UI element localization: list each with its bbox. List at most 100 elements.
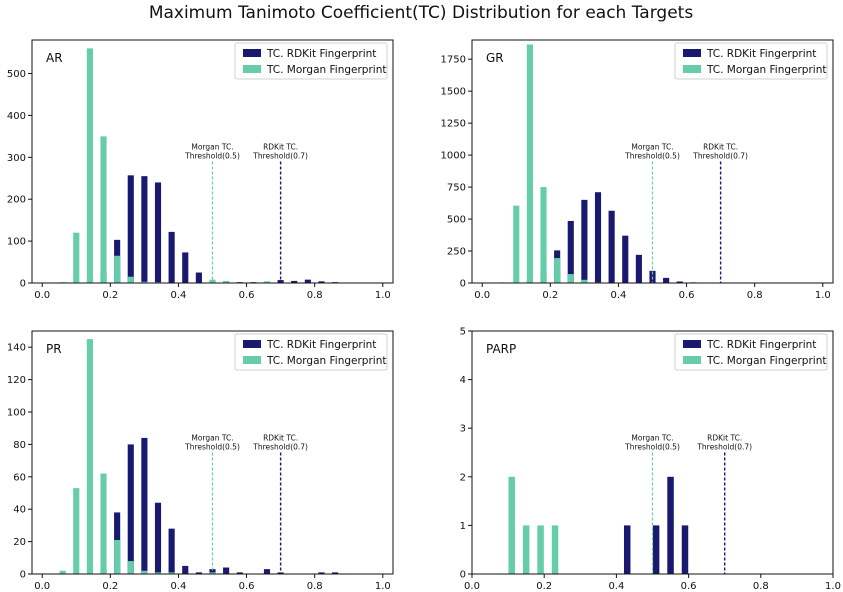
x-tick-label: 0.0: [34, 290, 50, 301]
legend-swatch-rdkit: [243, 49, 261, 57]
y-tick-label: 100: [7, 408, 26, 419]
legend-swatch-rdkit: [683, 49, 701, 57]
rdkit-bar: [263, 569, 271, 574]
x-tick-label: 0.0: [474, 290, 490, 301]
legend-label-morgan: TC. Morgan Fingerprint: [266, 64, 386, 76]
legend-swatch-morgan: [243, 65, 261, 73]
morgan-bar: [537, 525, 544, 574]
morgan-bar: [551, 525, 559, 574]
rdkit-bar: [168, 231, 175, 283]
rdkit-threshold-label-line1: RDKit TC.: [263, 434, 298, 443]
rdkit-bar: [623, 525, 631, 574]
x-tick-label: 0.6: [679, 290, 695, 301]
rdkit-bar: [567, 220, 574, 283]
x-tick-label: 0.8: [307, 290, 323, 301]
x-tick-label: 1.0: [375, 290, 391, 301]
rdkit-bar: [676, 281, 683, 283]
y-tick-label: 5: [460, 327, 466, 338]
rdkit-bar: [195, 272, 202, 283]
x-tick-label: 0.8: [747, 290, 763, 301]
x-tick-label: 0.8: [307, 581, 323, 592]
x-tick-label: 0.0: [34, 581, 50, 592]
morgan-bar: [209, 279, 216, 283]
morgan-bar: [73, 488, 80, 574]
panel-label: AR: [46, 51, 63, 65]
y-tick-label: 500: [447, 215, 466, 226]
panel-label: PARP: [486, 342, 516, 356]
morgan-bar: [567, 274, 574, 283]
rdkit-bar: [594, 192, 602, 283]
morgan-bar: [141, 281, 148, 283]
legend-swatch-morgan: [683, 65, 701, 73]
y-tick-label: 3: [460, 424, 466, 435]
rdkit-bar: [127, 175, 134, 283]
rdkit-threshold-label-line1: RDKit TC.: [703, 143, 738, 152]
axes-frame: [31, 330, 394, 575]
rdkit-bar: [581, 199, 588, 283]
y-tick-label: 140: [7, 343, 26, 354]
y-tick-label: 300: [7, 153, 26, 164]
y-tick-label: 500: [7, 69, 26, 80]
x-tick-label: 0.6: [239, 581, 255, 592]
y-tick-label: 60: [13, 472, 26, 483]
rdkit-bar: [304, 279, 311, 283]
morgan-bar: [522, 525, 530, 574]
morgan-bar: [114, 255, 121, 283]
x-tick-label: 0.4: [610, 290, 626, 301]
legend: TC. RDKit Fingerprint TC. Morgan Fingerpr…: [234, 42, 388, 80]
morgan-bar: [86, 48, 93, 284]
x-tick-label: 0.6: [239, 290, 255, 301]
y-tick-label: 20: [13, 537, 26, 548]
rdkit-bar: [182, 252, 189, 283]
morgan-threshold-label-line1: Morgan TC.: [631, 143, 673, 152]
rdkit-bar: [168, 528, 175, 574]
rdkit-bar: [141, 176, 148, 283]
y-tick-label: 400: [7, 111, 26, 122]
rdkit-bar: [291, 280, 298, 283]
y-tick-label: 750: [447, 183, 466, 194]
morgan-bar: [540, 187, 547, 283]
x-tick-label: 1.0: [815, 290, 831, 301]
axes-frame: [471, 330, 834, 575]
rdkit-bar: [667, 476, 674, 574]
x-tick-label: 1.0: [375, 581, 391, 592]
rdkit-bar: [236, 572, 243, 574]
rdkit-bar: [223, 567, 230, 574]
legend-box: [674, 42, 828, 80]
y-tick-label: 1250: [441, 119, 466, 130]
y-tick-label: 0: [460, 570, 466, 581]
morgan-bar: [100, 136, 107, 283]
legend: TC. RDKit Fingerprint TC. Morgan Fingerpr…: [234, 333, 388, 371]
legend: TC. RDKit Fingerprint TC. Morgan Fingerpr…: [674, 333, 828, 371]
rdkit-bar: [127, 444, 134, 574]
rdkit-bar: [154, 182, 162, 283]
legend-label-morgan: TC. Morgan Fingerprint: [266, 355, 386, 367]
rdkit-bar: [635, 254, 642, 283]
x-tick-label: 0.2: [542, 290, 558, 301]
x-tick-label: 0.0: [464, 581, 480, 592]
morgan-threshold-label-line1: Morgan TC.: [191, 434, 233, 443]
y-tick-label: 1000: [441, 151, 466, 162]
morgan-bar: [127, 561, 134, 574]
panel-label: PR: [46, 342, 62, 356]
morgan-threshold-label-line2: Threshold(0.5): [624, 152, 680, 161]
y-tick-label: 120: [7, 375, 26, 386]
rdkit-bar: [622, 235, 629, 283]
morgan-bar: [86, 339, 93, 574]
rdkit-bar: [182, 565, 189, 574]
rdkit-bar: [209, 569, 216, 574]
rdkit-threshold-label-line2: Threshold(0.7): [696, 443, 752, 452]
morgan-bar: [223, 280, 230, 283]
rdkit-threshold-label-line2: Threshold(0.7): [252, 152, 308, 161]
panel-label: GR: [486, 51, 504, 65]
rdkit-bar: [318, 572, 325, 574]
morgan-bar: [263, 281, 271, 283]
rdkit-bar: [141, 437, 148, 574]
legend-label-rdkit: TC. RDKit Fingerprint: [706, 48, 816, 60]
x-tick-label: 0.4: [170, 290, 186, 301]
x-tick-label: 1.0: [825, 581, 841, 592]
figure-title: Maximum Tanimoto Coefficient(TC) Distrib…: [149, 3, 694, 23]
morgan-threshold-label-line1: Morgan TC.: [191, 143, 233, 152]
legend-box: [234, 333, 388, 371]
